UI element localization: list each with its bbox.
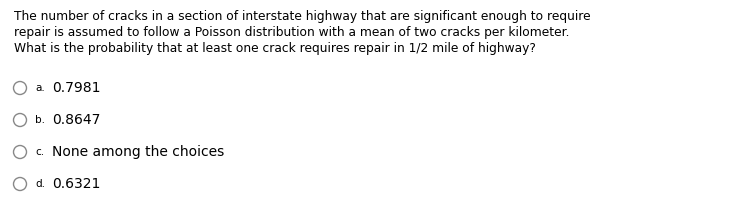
Text: d.: d.	[35, 179, 45, 189]
Text: 0.7981: 0.7981	[52, 81, 100, 95]
Text: 0.8647: 0.8647	[52, 113, 100, 127]
Text: c.: c.	[35, 147, 44, 157]
Text: a.: a.	[35, 83, 45, 93]
Text: b.: b.	[35, 115, 45, 125]
Text: The number of cracks in a section of interstate highway that are significant eno: The number of cracks in a section of int…	[14, 10, 590, 23]
Text: repair is assumed to follow a Poisson distribution with a mean of two cracks per: repair is assumed to follow a Poisson di…	[14, 26, 570, 39]
Text: 0.6321: 0.6321	[52, 177, 100, 191]
Text: What is the probability that at least one crack requires repair in 1/2 mile of h: What is the probability that at least on…	[14, 42, 536, 55]
Text: None among the choices: None among the choices	[52, 145, 224, 159]
